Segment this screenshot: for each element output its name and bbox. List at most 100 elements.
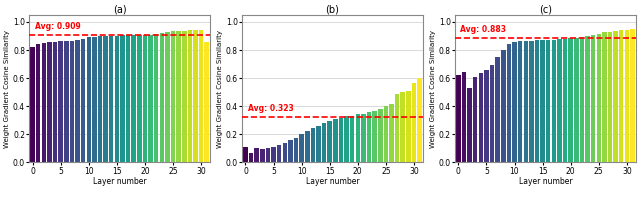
Bar (137, 35, 141, 162)
Bar (372, 111, 377, 162)
Bar (580, 37, 584, 162)
Bar (305, 131, 310, 162)
Bar (30, 47, 35, 162)
Bar (86, 37, 91, 162)
Bar (568, 38, 573, 162)
Y-axis label: Weight Gradient Cosine Similarity: Weight Gradient Cosine Similarity (4, 30, 10, 148)
Bar (322, 123, 326, 162)
Bar (193, 30, 198, 162)
Bar (401, 92, 405, 162)
Bar (344, 116, 349, 162)
Text: Avg: 0.883: Avg: 0.883 (460, 25, 506, 34)
Bar (188, 30, 192, 162)
Bar (310, 128, 315, 162)
Bar (361, 113, 365, 162)
Bar (204, 42, 209, 162)
Bar (596, 34, 601, 162)
Bar (249, 153, 253, 162)
Bar (177, 31, 181, 162)
Bar (131, 35, 136, 162)
Bar (148, 35, 153, 162)
Bar (115, 36, 119, 162)
Title: (b): (b) (326, 4, 339, 14)
Bar (260, 149, 264, 162)
Bar (524, 41, 528, 162)
Bar (518, 41, 522, 162)
Bar (619, 30, 623, 162)
Bar (328, 121, 332, 162)
Bar (602, 32, 607, 162)
Text: Avg: 0.909: Avg: 0.909 (35, 22, 81, 30)
Bar (473, 77, 477, 162)
Bar (58, 41, 63, 162)
Bar (171, 31, 175, 162)
Title: (a): (a) (113, 4, 127, 14)
Bar (98, 36, 102, 162)
Bar (467, 88, 472, 162)
Bar (243, 147, 248, 162)
Bar (277, 145, 282, 162)
Bar (630, 29, 635, 162)
Bar (417, 78, 422, 162)
Bar (154, 34, 159, 162)
Bar (586, 36, 590, 162)
Bar (70, 41, 74, 162)
Bar (456, 75, 461, 162)
Title: (c): (c) (539, 4, 552, 14)
Bar (608, 31, 612, 162)
Bar (159, 33, 164, 162)
Bar (126, 35, 131, 162)
X-axis label: Layer number: Layer number (93, 177, 147, 186)
Bar (64, 41, 68, 162)
Bar (81, 39, 85, 162)
Bar (104, 36, 108, 162)
Bar (378, 109, 383, 162)
Bar (76, 40, 80, 162)
Y-axis label: Weight Gradient Cosine Similarity: Weight Gradient Cosine Similarity (430, 30, 436, 148)
Bar (495, 57, 500, 162)
Bar (484, 70, 489, 162)
Bar (339, 118, 343, 162)
Bar (294, 137, 298, 162)
Bar (479, 73, 483, 162)
Bar (53, 42, 58, 162)
Bar (271, 147, 276, 162)
Bar (546, 40, 550, 162)
Bar (300, 134, 304, 162)
Bar (535, 41, 540, 162)
Bar (36, 44, 40, 162)
Bar (350, 116, 355, 162)
Bar (288, 140, 292, 162)
Y-axis label: Weight Gradient Cosine Similarity: Weight Gradient Cosine Similarity (217, 30, 223, 148)
Bar (501, 50, 506, 162)
Bar (412, 83, 416, 162)
Bar (120, 35, 125, 162)
Bar (490, 65, 494, 162)
Bar (356, 114, 360, 162)
Bar (109, 36, 113, 162)
Text: Avg: 0.323: Avg: 0.323 (248, 104, 293, 113)
X-axis label: Layer number: Layer number (518, 177, 572, 186)
Bar (182, 30, 186, 162)
Bar (266, 148, 270, 162)
Bar (47, 42, 52, 162)
Bar (563, 39, 567, 162)
Bar (574, 38, 579, 162)
Bar (383, 107, 388, 162)
Bar (512, 42, 516, 162)
Bar (529, 41, 534, 162)
Bar (613, 31, 618, 162)
Bar (333, 119, 337, 162)
Bar (406, 91, 411, 162)
Bar (42, 43, 46, 162)
Bar (92, 37, 97, 162)
Bar (255, 148, 259, 162)
Bar (552, 40, 556, 162)
Bar (507, 44, 511, 162)
X-axis label: Layer number: Layer number (306, 177, 359, 186)
Bar (367, 112, 371, 162)
Bar (540, 40, 545, 162)
Bar (282, 143, 287, 162)
Bar (591, 35, 595, 162)
Bar (461, 72, 466, 162)
